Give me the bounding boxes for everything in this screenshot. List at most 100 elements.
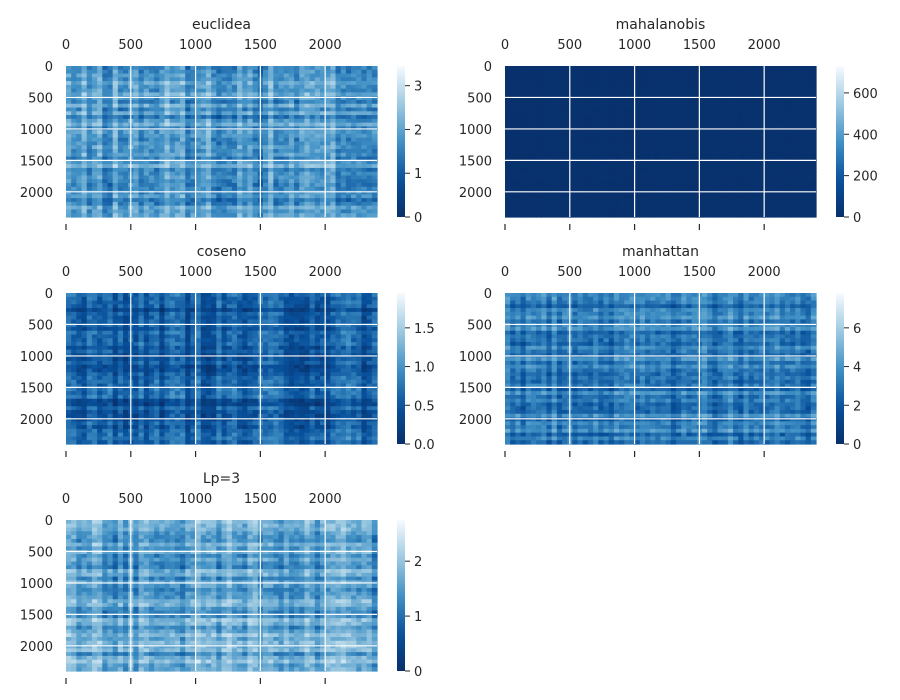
y-tick-label: 1500 (20, 154, 53, 169)
heatmap-cell (774, 213, 781, 218)
heatmap-cell (665, 183, 672, 188)
heatmap-cell (769, 133, 776, 139)
heatmap-cell (180, 205, 186, 211)
heatmap-cell (237, 73, 243, 78)
heatmap-cell (619, 179, 625, 184)
heatmap-cell (211, 103, 217, 109)
heatmap-cell (779, 103, 786, 109)
heatmap-cell (587, 175, 594, 180)
heatmap-cell (634, 73, 641, 78)
heatmap-cell (148, 209, 155, 214)
heatmap-cell (102, 167, 109, 173)
heatmap-cell (231, 92, 238, 97)
heatmap-cell (123, 118, 129, 124)
heatmap-cell (655, 84, 662, 90)
heatmap-cell (733, 141, 739, 146)
heatmap-cell (288, 179, 295, 184)
heatmap-cell (164, 111, 171, 116)
heatmap-cell (91, 92, 98, 97)
heatmap-cell (304, 130, 311, 135)
heatmap-cell (650, 92, 656, 97)
heatmap-cell (195, 99, 202, 105)
heatmap-cell (738, 88, 745, 94)
heatmap-cell (66, 88, 72, 94)
heatmap-cell (195, 115, 202, 120)
heatmap-cell (701, 194, 708, 199)
heatmap-cell (123, 149, 129, 154)
heatmap-cell (686, 99, 693, 105)
heatmap-cell (515, 175, 522, 180)
heatmap-cell (200, 96, 207, 101)
heatmap-cell (779, 149, 786, 154)
heatmap-cell (608, 133, 615, 139)
heatmap-cell (608, 88, 615, 94)
heatmap-cell (123, 122, 129, 128)
heatmap-cell (273, 205, 280, 211)
heatmap-cell (278, 118, 285, 124)
heatmap-cell (676, 137, 682, 143)
heatmap-cell (774, 171, 781, 177)
heatmap-cell (701, 149, 708, 154)
heatmap-cell (681, 190, 688, 195)
heatmap-cell (634, 103, 641, 109)
heatmap-cell (603, 198, 610, 203)
heatmap-cell (86, 296, 93, 302)
heatmap-cell (371, 107, 378, 112)
heatmap-cell (211, 164, 217, 169)
heatmap-cell (743, 73, 750, 78)
heatmap-cell (722, 205, 729, 211)
heatmap-cell (252, 190, 259, 195)
heatmap-cell (608, 137, 615, 143)
heatmap-cell (572, 213, 579, 218)
heatmap-cell (748, 201, 755, 207)
heatmap-cell (520, 69, 527, 75)
heatmap-cell (530, 66, 537, 71)
heatmap-cell (577, 205, 584, 211)
heatmap-cell (356, 88, 363, 94)
heatmap-cell (314, 198, 321, 203)
heatmap-cell (231, 167, 238, 173)
heatmap-cell (774, 205, 781, 211)
heatmap-cell (613, 73, 620, 78)
heatmap-cell (91, 141, 98, 146)
colorbar (836, 66, 844, 217)
heatmap-cell (226, 171, 233, 177)
heatmap-cell (598, 190, 605, 195)
heatmap-cell (644, 194, 651, 199)
heatmap-cell (71, 179, 77, 184)
heatmap-cell (97, 198, 103, 203)
heatmap-cell (216, 73, 223, 78)
heatmap-cell (582, 99, 589, 105)
heatmap-cell (335, 201, 342, 207)
heatmap-cell (185, 88, 191, 94)
heatmap-cell (722, 107, 729, 112)
heatmap-cell (174, 122, 181, 128)
heatmap-cell (314, 149, 321, 154)
heatmap-cell (81, 171, 88, 177)
heatmap-cell (613, 213, 620, 218)
heatmap-cell (102, 164, 109, 169)
heatmap-cell (226, 152, 233, 158)
heatmap-cell (665, 190, 672, 195)
heatmap-cell (733, 115, 739, 120)
heatmap-cell (587, 194, 594, 199)
heatmap-cell (299, 107, 306, 112)
heatmap-cell (525, 118, 532, 124)
heatmap-cell (123, 183, 129, 188)
heatmap-cell (273, 118, 280, 124)
heatmap-cell (505, 141, 511, 146)
heatmap-cell (309, 293, 316, 298)
heatmap-cell (91, 81, 98, 86)
heatmap-cell (356, 107, 363, 112)
heatmap-cell (314, 167, 321, 173)
heatmap-cell (727, 69, 734, 75)
heatmap-cell (686, 164, 693, 169)
colorbar-tick-label: 1 (414, 167, 422, 182)
heatmap-cell (619, 160, 625, 165)
heatmap-cell (133, 115, 140, 120)
heatmap-cell (309, 111, 316, 116)
heatmap-cell (650, 107, 656, 112)
heatmap-cell (551, 73, 558, 78)
heatmap-cell (722, 183, 729, 188)
heatmap-cell (361, 293, 368, 298)
